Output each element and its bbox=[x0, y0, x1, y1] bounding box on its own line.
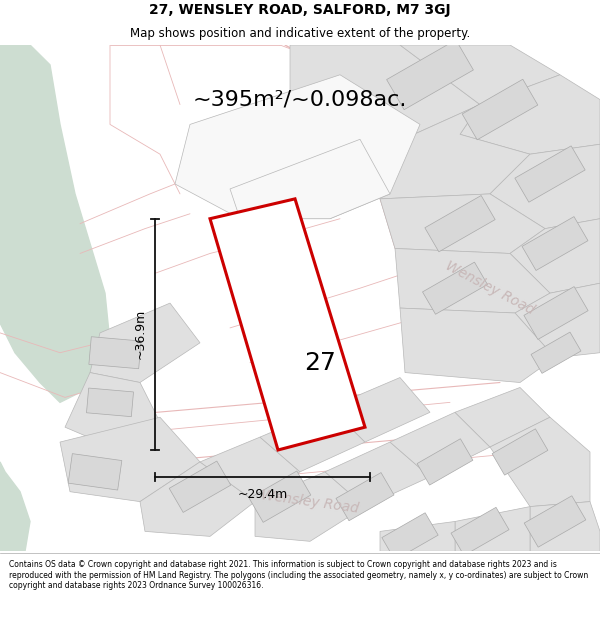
Polygon shape bbox=[380, 194, 545, 254]
Polygon shape bbox=[86, 388, 134, 417]
Polygon shape bbox=[290, 45, 480, 154]
Text: ~29.4m: ~29.4m bbox=[238, 488, 287, 501]
Text: 27, WENSLEY ROAD, SALFORD, M7 3GJ: 27, WENSLEY ROAD, SALFORD, M7 3GJ bbox=[149, 3, 451, 17]
Polygon shape bbox=[169, 461, 231, 512]
Polygon shape bbox=[65, 372, 160, 442]
Polygon shape bbox=[462, 79, 538, 140]
Polygon shape bbox=[515, 283, 600, 357]
Polygon shape bbox=[140, 462, 255, 536]
Polygon shape bbox=[455, 388, 550, 447]
Polygon shape bbox=[330, 378, 430, 442]
Polygon shape bbox=[230, 139, 390, 219]
Polygon shape bbox=[390, 412, 490, 477]
Text: Contains OS data © Crown copyright and database right 2021. This information is : Contains OS data © Crown copyright and d… bbox=[9, 560, 588, 590]
Polygon shape bbox=[422, 262, 487, 314]
Polygon shape bbox=[200, 437, 300, 502]
Polygon shape bbox=[0, 45, 110, 403]
Text: Wensley Road: Wensley Road bbox=[260, 488, 360, 516]
Polygon shape bbox=[531, 332, 581, 373]
Polygon shape bbox=[175, 75, 420, 219]
Polygon shape bbox=[522, 217, 588, 271]
Polygon shape bbox=[460, 75, 600, 154]
Polygon shape bbox=[524, 496, 586, 547]
Text: ~36.9m: ~36.9m bbox=[134, 309, 147, 359]
Polygon shape bbox=[0, 462, 30, 551]
Polygon shape bbox=[417, 439, 473, 485]
Polygon shape bbox=[524, 287, 588, 339]
Polygon shape bbox=[68, 454, 122, 490]
Text: 27: 27 bbox=[304, 351, 336, 374]
Polygon shape bbox=[325, 442, 430, 507]
Polygon shape bbox=[425, 196, 495, 252]
Text: Wensley Road: Wensley Road bbox=[443, 259, 537, 318]
Polygon shape bbox=[510, 219, 600, 293]
Polygon shape bbox=[530, 502, 600, 551]
Polygon shape bbox=[89, 337, 141, 369]
Polygon shape bbox=[400, 45, 560, 104]
Polygon shape bbox=[400, 308, 555, 382]
Polygon shape bbox=[255, 472, 365, 541]
Polygon shape bbox=[260, 408, 365, 472]
Polygon shape bbox=[492, 429, 548, 475]
Polygon shape bbox=[395, 249, 550, 313]
Polygon shape bbox=[386, 40, 473, 109]
Polygon shape bbox=[382, 512, 438, 560]
Polygon shape bbox=[490, 418, 590, 507]
Polygon shape bbox=[455, 507, 530, 551]
Polygon shape bbox=[370, 104, 530, 199]
Polygon shape bbox=[451, 508, 509, 556]
Polygon shape bbox=[249, 471, 311, 522]
Polygon shape bbox=[210, 199, 365, 450]
Polygon shape bbox=[336, 472, 394, 521]
Polygon shape bbox=[515, 146, 585, 202]
Polygon shape bbox=[380, 521, 455, 551]
Polygon shape bbox=[60, 418, 200, 502]
Text: Map shows position and indicative extent of the property.: Map shows position and indicative extent… bbox=[130, 28, 470, 40]
Polygon shape bbox=[490, 144, 600, 229]
Polygon shape bbox=[90, 303, 200, 382]
Text: ~395m²/~0.098ac.: ~395m²/~0.098ac. bbox=[193, 89, 407, 109]
